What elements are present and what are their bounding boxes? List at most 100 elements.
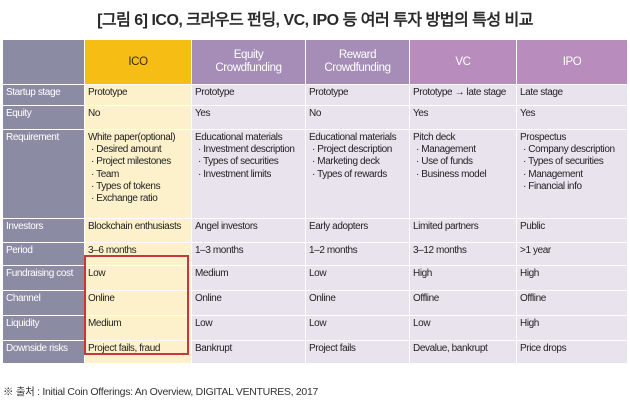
requirement-title: Prospectus [520,132,567,143]
cell-equity-crowdfunding: Angel investors [191,218,306,243]
header-corner [2,39,85,85]
requirement-item: · Project description [312,144,392,156]
cell-equity-crowdfunding: Low [191,315,306,341]
cell-reward-crowdfunding: Educational materials · Project descript… [305,129,410,219]
cell-equity-crowdfunding: Medium [191,265,306,291]
row-label: Startup stage [2,84,85,106]
requirement-item: · Types of securities [523,156,604,168]
cell-ipo: Price drops [516,340,628,364]
row-label: Period [2,242,85,266]
cell-equity-crowdfunding: Bankrupt [191,340,306,364]
header-ico-label: ICO [128,55,148,68]
cell-equity-crowdfunding: Prototype [191,84,306,106]
requirement-item: · Management [416,144,476,156]
requirement-item: · Management [523,168,583,180]
requirement-item: · Exchange ratio [91,193,158,205]
requirement-item: · Company description [523,144,615,156]
requirement-title: Pitch deck [413,132,456,143]
cell-vc: High [409,265,517,291]
header-equity-crowdfunding: Equity Crowdfunding [191,39,306,85]
cell-vc: Low [409,315,517,341]
row-liquidity: Liquidity Medium Low Low Low High [2,315,628,341]
requirement-item: · Team [91,168,119,180]
cell-ipo: High [516,315,628,341]
cell-ico: Project fails, fraud [84,340,192,364]
requirement-item: · Types of securities [198,156,279,168]
row-requirement: Requirement White paper(optional) · Desi… [2,129,628,219]
row-label: Requirement [2,129,85,219]
source-note: ※ 출처 : Initial Coin Offerings: An Overvi… [3,386,319,398]
cell-reward-crowdfunding: Low [305,265,410,291]
requirement-item: · Use of funds [416,156,473,168]
cell-ipo: Prospectus · Company description · Types… [516,129,628,219]
requirement-item: · Business model [416,168,487,180]
cell-ico: Prototype [84,84,192,106]
figure-title: [그림 6] ICO, 크라우드 펀딩, VC, IPO 등 여러 투자 방법의… [97,12,533,29]
cell-ipo: >1 year [516,242,628,266]
cell-ipo: Offline [516,290,628,316]
cell-equity-crowdfunding: Online [191,290,306,316]
comparison-table: ICO Equity Crowdfunding Reward Crowdfund… [2,39,628,364]
requirement-item: · Investment limits [198,168,271,180]
header-reward-crowdfunding-label: Reward Crowdfunding [324,49,391,74]
row-label: Investors [2,218,85,243]
row-label: Fundraising cost [2,265,85,291]
cell-ico: Online [84,290,192,316]
header-ico: ICO [84,39,192,85]
requirement-item: · Types of tokens [91,180,161,192]
cell-equity-crowdfunding: 1–3 months [191,242,306,266]
header-row: ICO Equity Crowdfunding Reward Crowdfund… [2,39,628,85]
requirement-item: · Financial info [523,180,582,192]
cell-vc: Yes [409,105,517,130]
cell-ico: White paper(optional) · Desired amount ·… [84,129,192,219]
cell-reward-crowdfunding: Low [305,315,410,341]
requirement-item: · Investment description [198,144,295,156]
row-label: Liquidity [2,315,85,341]
row-startup-stage: Startup stage Prototype Prototype Protot… [2,84,628,106]
row-investors: Investors Blockchain enthusiasts Angel i… [2,218,628,243]
cell-vc: 3–12 months [409,242,517,266]
cell-vc: Devalue, bankrupt [409,340,517,364]
cell-ipo: Public [516,218,628,243]
cell-vc: Limited partners [409,218,517,243]
cell-ico: Blockchain enthusiasts [84,218,192,243]
header-equity-crowdfunding-label: Equity Crowdfunding [215,49,282,74]
header-vc: VC [409,39,517,85]
requirement-item: · Desired amount [91,144,162,156]
cell-ico: Low [84,265,192,291]
requirement-title: Educational materials [195,132,283,143]
cell-reward-crowdfunding: Early adopters [305,218,410,243]
cell-vc: Prototype → late stage [409,84,517,106]
row-downside-risks: Downside risks Project fails, fraud Bank… [2,340,628,364]
row-period: Period 3–6 months 1–3 months 1–2 months … [2,242,628,266]
requirement-item: · Types of rewards [312,168,387,180]
row-channel: Channel Online Online Online Offline Off… [2,290,628,316]
cell-equity-crowdfunding: Yes [191,105,306,130]
requirement-item: · Marketing deck [312,156,380,168]
row-label: Downside risks [2,340,85,364]
cell-vc: Offline [409,290,517,316]
requirement-title: White paper(optional) [88,132,176,143]
cell-reward-crowdfunding: Online [305,290,410,316]
header-ipo-label: IPO [562,55,582,68]
row-equity: Equity No Yes No Yes Yes [2,105,628,130]
cell-equity-crowdfunding: Educational materials · Investment descr… [191,129,306,219]
cell-ico: 3–6 months [84,242,192,266]
header-vc-label: VC [455,55,471,68]
cell-reward-crowdfunding: No [305,105,410,130]
header-reward-crowdfunding: Reward Crowdfunding [305,39,410,85]
cell-reward-crowdfunding: 1–2 months [305,242,410,266]
cell-reward-crowdfunding: Project fails [305,340,410,364]
cell-ipo: Yes [516,105,628,130]
cell-ico: No [84,105,192,130]
cell-ico: Medium [84,315,192,341]
cell-vc: Pitch deck · Management · Use of funds ·… [409,129,517,219]
cell-ipo: High [516,265,628,291]
header-ipo: IPO [516,39,628,85]
requirement-item: · Project milestones [91,156,171,168]
row-fundraising-cost: Fundraising cost Low Medium Low High Hig… [2,265,628,291]
requirement-title: Educational materials [309,132,397,143]
row-label: Channel [2,290,85,316]
cell-reward-crowdfunding: Prototype [305,84,410,106]
cell-ipo: Late stage [516,84,628,106]
